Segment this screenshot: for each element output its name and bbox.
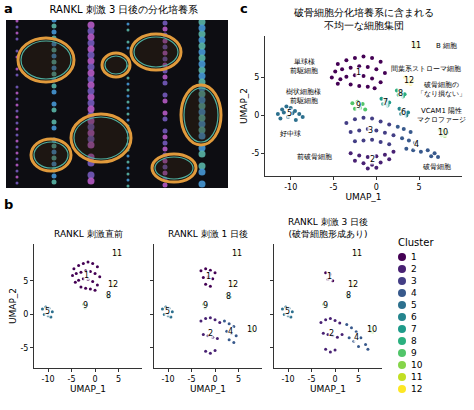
- svg-text:4: 4: [354, 333, 359, 342]
- html-text:5: 5: [411, 299, 417, 310]
- svg-text:5: 5: [23, 277, 28, 286]
- svg-text:UMAP_2: UMAP_2: [8, 288, 18, 324]
- svg-text:-5: -5: [330, 183, 338, 192]
- html-text:2: 2: [411, 263, 417, 274]
- svg-text:5: 5: [287, 109, 292, 118]
- svg-text:5: 5: [165, 307, 170, 316]
- html-text:c: c: [240, 1, 248, 16]
- html-text:7: 7: [411, 323, 417, 334]
- svg-text:0: 0: [23, 310, 28, 319]
- svg-text:0: 0: [212, 375, 217, 384]
- svg-text:UMAP_1: UMAP_1: [310, 384, 346, 394]
- svg-text:-5: -5: [20, 344, 28, 353]
- svg-text:-10: -10: [282, 375, 295, 384]
- svg-text:12: 12: [404, 76, 414, 85]
- svg-text:樹状細胞様前駆細胞: 樹状細胞様前駆細胞: [286, 88, 321, 105]
- svg-text:5: 5: [254, 73, 259, 82]
- svg-text:4: 4: [228, 327, 233, 336]
- svg-text:1: 1: [356, 68, 361, 77]
- svg-text:-5: -5: [251, 149, 259, 158]
- svg-text:-10: -10: [284, 183, 297, 192]
- svg-text:12: 12: [348, 280, 358, 289]
- svg-text:UMAP_1: UMAP_1: [345, 192, 381, 202]
- svg-text:10: 10: [367, 325, 377, 334]
- svg-text:4: 4: [414, 140, 419, 149]
- svg-text:破骨細胞分化培養系に含まれる不均一な細胞集団: 破骨細胞分化培養系に含まれる不均一な細胞集団: [293, 7, 434, 31]
- svg-text:9: 9: [83, 301, 88, 310]
- svg-text:VCAM1 陽性マクロファージ: VCAM1 陽性マクロファージ: [417, 107, 466, 124]
- html-text:3: 3: [411, 275, 417, 286]
- svg-text:-5: -5: [188, 375, 196, 384]
- svg-text:-5: -5: [68, 375, 76, 384]
- html-text:9: 9: [411, 347, 417, 358]
- svg-text:1: 1: [206, 272, 211, 281]
- svg-text:1: 1: [84, 271, 89, 280]
- svg-text:3: 3: [368, 126, 373, 135]
- html-text:6: 6: [411, 311, 417, 322]
- svg-text:-10: -10: [162, 375, 175, 384]
- html-text:RANKL 刺激 3 日後の分化培養系: RANKL 刺激 3 日後の分化培養系: [49, 4, 199, 15]
- svg-text:9: 9: [323, 301, 328, 310]
- svg-text:8: 8: [106, 291, 111, 300]
- svg-text:UMAP_1: UMAP_1: [190, 384, 226, 394]
- svg-text:2: 2: [370, 155, 375, 164]
- svg-text:-10: -10: [42, 375, 55, 384]
- svg-text:1: 1: [327, 272, 332, 281]
- svg-text:0: 0: [92, 375, 97, 384]
- html-text:11: 11: [411, 371, 423, 382]
- html-text:8: 8: [411, 335, 417, 346]
- svg-text:10: 10: [438, 128, 448, 137]
- html-text:Cluster: Cluster: [398, 237, 434, 248]
- svg-text:9: 9: [356, 101, 361, 110]
- svg-text:5: 5: [417, 183, 422, 192]
- svg-text:好中球: 好中球: [280, 130, 301, 138]
- svg-text:UMAP_2: UMAP_2: [239, 88, 249, 124]
- svg-text:単球様前駆細胞: 単球様前駆細胞: [290, 58, 318, 75]
- html-text:12: 12: [411, 383, 423, 394]
- svg-text:11: 11: [411, 41, 421, 50]
- html-text:1: 1: [411, 251, 417, 262]
- svg-text:11: 11: [112, 249, 122, 258]
- html-text:10: 10: [411, 359, 423, 370]
- svg-text:間葉系ストローマ細胞: 間葉系ストローマ細胞: [391, 65, 461, 73]
- html-text:b: b: [4, 197, 14, 212]
- html-text:a: a: [4, 1, 13, 16]
- svg-text:0: 0: [374, 183, 379, 192]
- svg-text:11: 11: [232, 249, 242, 258]
- svg-text:UMAP_1: UMAP_1: [70, 384, 106, 394]
- svg-text:0: 0: [332, 375, 337, 384]
- svg-text:6: 6: [401, 108, 406, 117]
- svg-text:0: 0: [254, 111, 259, 120]
- svg-text:破骨細胞: 破骨細胞: [422, 163, 451, 171]
- svg-text:RANKL 刺激直前: RANKL 刺激直前: [54, 229, 123, 239]
- svg-text:12: 12: [228, 280, 238, 289]
- svg-text:RANKL 刺激 3 日後(破骨細胞形成あり): RANKL 刺激 3 日後(破骨細胞形成あり): [288, 217, 368, 239]
- svg-text:2: 2: [329, 329, 334, 338]
- svg-text:9: 9: [203, 301, 208, 310]
- svg-text:8: 8: [226, 292, 231, 301]
- svg-text:8: 8: [398, 89, 403, 98]
- svg-text:RANKL 刺激 1 日後: RANKL 刺激 1 日後: [168, 229, 248, 239]
- svg-text:5: 5: [285, 307, 290, 316]
- svg-text:5: 5: [236, 375, 241, 384]
- svg-text:破骨細胞の「なり損ない」: 破骨細胞の「なり損ない」: [417, 81, 466, 98]
- svg-text:12: 12: [108, 280, 118, 289]
- svg-text:前破骨細胞: 前破骨細胞: [297, 153, 332, 161]
- svg-text:7: 7: [383, 98, 388, 107]
- svg-text:2: 2: [208, 329, 213, 338]
- svg-text:5: 5: [116, 375, 121, 384]
- svg-text:B 細胞: B 細胞: [436, 42, 457, 50]
- svg-text:5: 5: [45, 307, 50, 316]
- svg-text:11: 11: [352, 249, 362, 258]
- svg-text:8: 8: [346, 291, 351, 300]
- svg-text:5: 5: [356, 375, 361, 384]
- svg-text:-5: -5: [308, 375, 316, 384]
- html-text:4: 4: [411, 287, 417, 298]
- svg-text:10: 10: [247, 325, 257, 334]
